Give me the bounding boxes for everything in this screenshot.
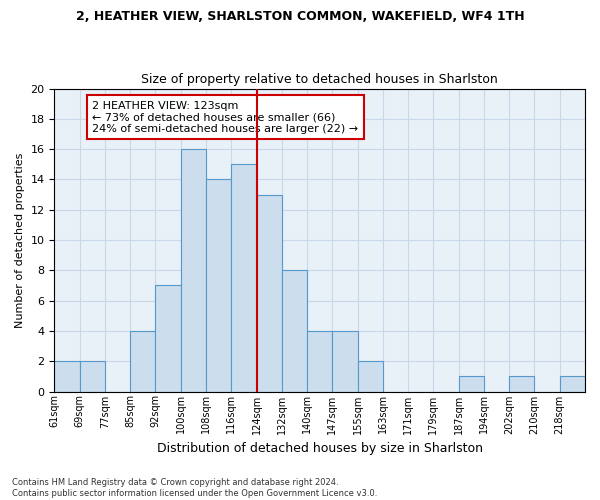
Text: Contains HM Land Registry data © Crown copyright and database right 2024.
Contai: Contains HM Land Registry data © Crown c…	[12, 478, 377, 498]
Bar	[80, 361, 105, 392]
Text: 2 HEATHER VIEW: 123sqm
← 73% of detached houses are smaller (66)
24% of semi-det: 2 HEATHER VIEW: 123sqm ← 73% of detached…	[92, 100, 358, 134]
Title: Size of property relative to detached houses in Sharlston: Size of property relative to detached ho…	[142, 73, 498, 86]
Bar	[458, 376, 484, 392]
Y-axis label: Number of detached properties: Number of detached properties	[15, 152, 25, 328]
Bar	[332, 331, 358, 392]
Bar	[509, 376, 535, 392]
Bar	[231, 164, 257, 392]
Bar	[560, 376, 585, 392]
Bar	[257, 194, 282, 392]
Bar	[130, 331, 155, 392]
X-axis label: Distribution of detached houses by size in Sharlston: Distribution of detached houses by size …	[157, 442, 483, 455]
Bar	[282, 270, 307, 392]
Bar	[55, 361, 80, 392]
Bar	[155, 286, 181, 392]
Text: 2, HEATHER VIEW, SHARLSTON COMMON, WAKEFIELD, WF4 1TH: 2, HEATHER VIEW, SHARLSTON COMMON, WAKEF…	[76, 10, 524, 23]
Bar	[358, 361, 383, 392]
Bar	[307, 331, 332, 392]
Bar	[206, 180, 231, 392]
Bar	[181, 149, 206, 392]
